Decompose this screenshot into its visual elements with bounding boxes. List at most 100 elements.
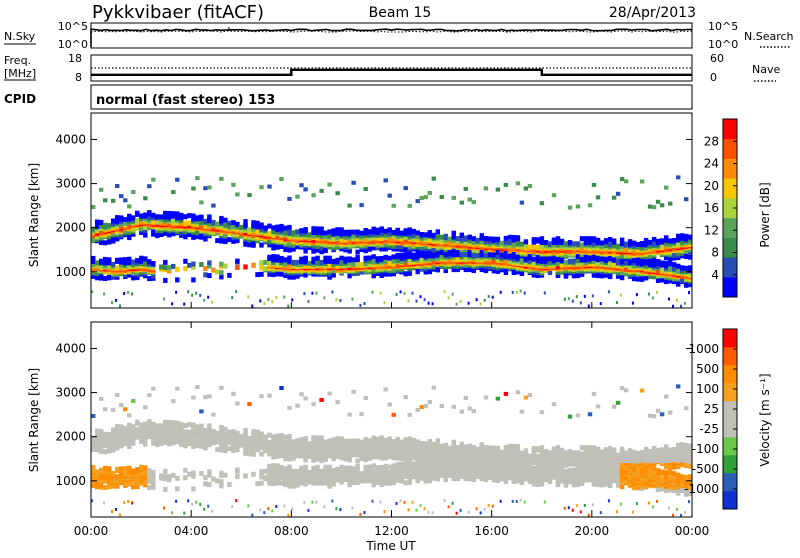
power-cell: [247, 193, 251, 197]
power-cell: [135, 258, 139, 263]
power-cell: [568, 206, 572, 210]
power-cell: [512, 252, 516, 257]
power-cell: [476, 253, 480, 258]
velocity-cell: [275, 463, 279, 468]
velocity-cell: [271, 509, 273, 512]
velocity-cell: [95, 429, 99, 434]
power-cell: [420, 196, 424, 200]
power-cell: [400, 253, 404, 258]
power-cell: [147, 276, 151, 281]
power-cell: [504, 259, 508, 264]
power-cell: [115, 215, 119, 220]
power-cell: [303, 187, 307, 191]
power-cell: [580, 301, 582, 304]
velocity-cell: [171, 428, 175, 433]
power-cell: [219, 177, 223, 181]
power-cell: [596, 238, 600, 243]
power-cell: [588, 256, 592, 261]
velocity-cell: [167, 474, 171, 479]
power-cell: [223, 223, 227, 228]
power-cell: [199, 262, 203, 267]
power-cell: [123, 217, 127, 222]
power-cell: [424, 195, 428, 199]
power-cell: [351, 257, 355, 262]
power-cell: [335, 227, 339, 232]
power-cell: [203, 186, 207, 190]
power-cell: [656, 291, 658, 294]
power-cell: [183, 266, 187, 271]
power-cell: [91, 256, 95, 261]
power-cell: [420, 257, 424, 262]
power-cell: [259, 223, 263, 228]
velocity-cell: [327, 438, 331, 443]
power-cell: [103, 292, 105, 295]
freq-left-label-1: Freq.: [4, 54, 31, 67]
power-colorbar-tick-label: 8: [711, 246, 719, 260]
power-cell: [95, 260, 99, 265]
power-cell: [175, 211, 179, 216]
power-cell: [476, 238, 480, 243]
power-cell: [664, 235, 668, 240]
power-cell: [432, 253, 436, 258]
velocity-cell: [123, 501, 125, 504]
power-cell: [500, 241, 504, 246]
power-cell: [572, 259, 576, 264]
power-cell: [339, 227, 343, 232]
power-cell: [628, 239, 632, 244]
power-cell: [508, 240, 512, 245]
power-cell: [159, 265, 163, 270]
velocity-cell: [191, 423, 195, 428]
power-cell: [624, 261, 628, 266]
velocity-cell: [195, 424, 199, 429]
power-cell: [351, 298, 353, 301]
velocity-cell: [103, 501, 105, 504]
power-cell: [468, 235, 472, 240]
velocity-panel-background: [91, 322, 692, 517]
power-cell: [624, 179, 628, 183]
power-cell: [468, 250, 472, 255]
power-cell: [576, 241, 580, 246]
date-title: 28/Apr/2013: [609, 5, 696, 21]
velocity-cell: [103, 485, 107, 490]
power-cell: [111, 199, 115, 203]
velocity-cell: [376, 465, 380, 470]
velocity-cell: [215, 447, 219, 452]
power-cell: [151, 213, 155, 218]
velocity-cell: [335, 400, 339, 404]
power-cell: [91, 205, 95, 209]
power-cell: [279, 177, 283, 181]
freq-right-tick-bottom: 0: [710, 71, 717, 84]
power-cell: [512, 291, 514, 294]
velocity-cell: [147, 485, 151, 490]
power-cell: [600, 302, 602, 305]
power-cell: [528, 245, 532, 250]
power-cell: [195, 230, 199, 235]
velocity-cell: [359, 513, 361, 516]
velocity-cell: [163, 469, 167, 474]
power-cell: [464, 187, 468, 191]
velocity-cell: [287, 406, 291, 410]
frequency-trace: [91, 70, 692, 75]
power-cell: [636, 242, 640, 247]
velocity-cell: [103, 466, 107, 471]
power-cell: [139, 214, 143, 219]
power-cell: [540, 236, 544, 241]
velocity-cell: [307, 441, 311, 446]
velocity-cell: [127, 500, 129, 503]
power-cell: [448, 250, 452, 255]
power-cell: [103, 276, 107, 281]
power-cell: [680, 233, 684, 238]
power-cell: [388, 227, 392, 232]
power-cell: [420, 232, 424, 237]
power-cell: [175, 277, 179, 282]
power-cell: [203, 219, 207, 224]
velocity-cell: [319, 436, 323, 441]
power-cell: [327, 256, 331, 261]
velocity-cell: [183, 475, 187, 480]
power-cell: [632, 258, 636, 263]
power-cell: [103, 257, 107, 262]
power-cell: [167, 265, 171, 270]
velocity-cell: [388, 465, 392, 470]
power-cell: [596, 195, 600, 199]
power-cell: [219, 262, 223, 267]
